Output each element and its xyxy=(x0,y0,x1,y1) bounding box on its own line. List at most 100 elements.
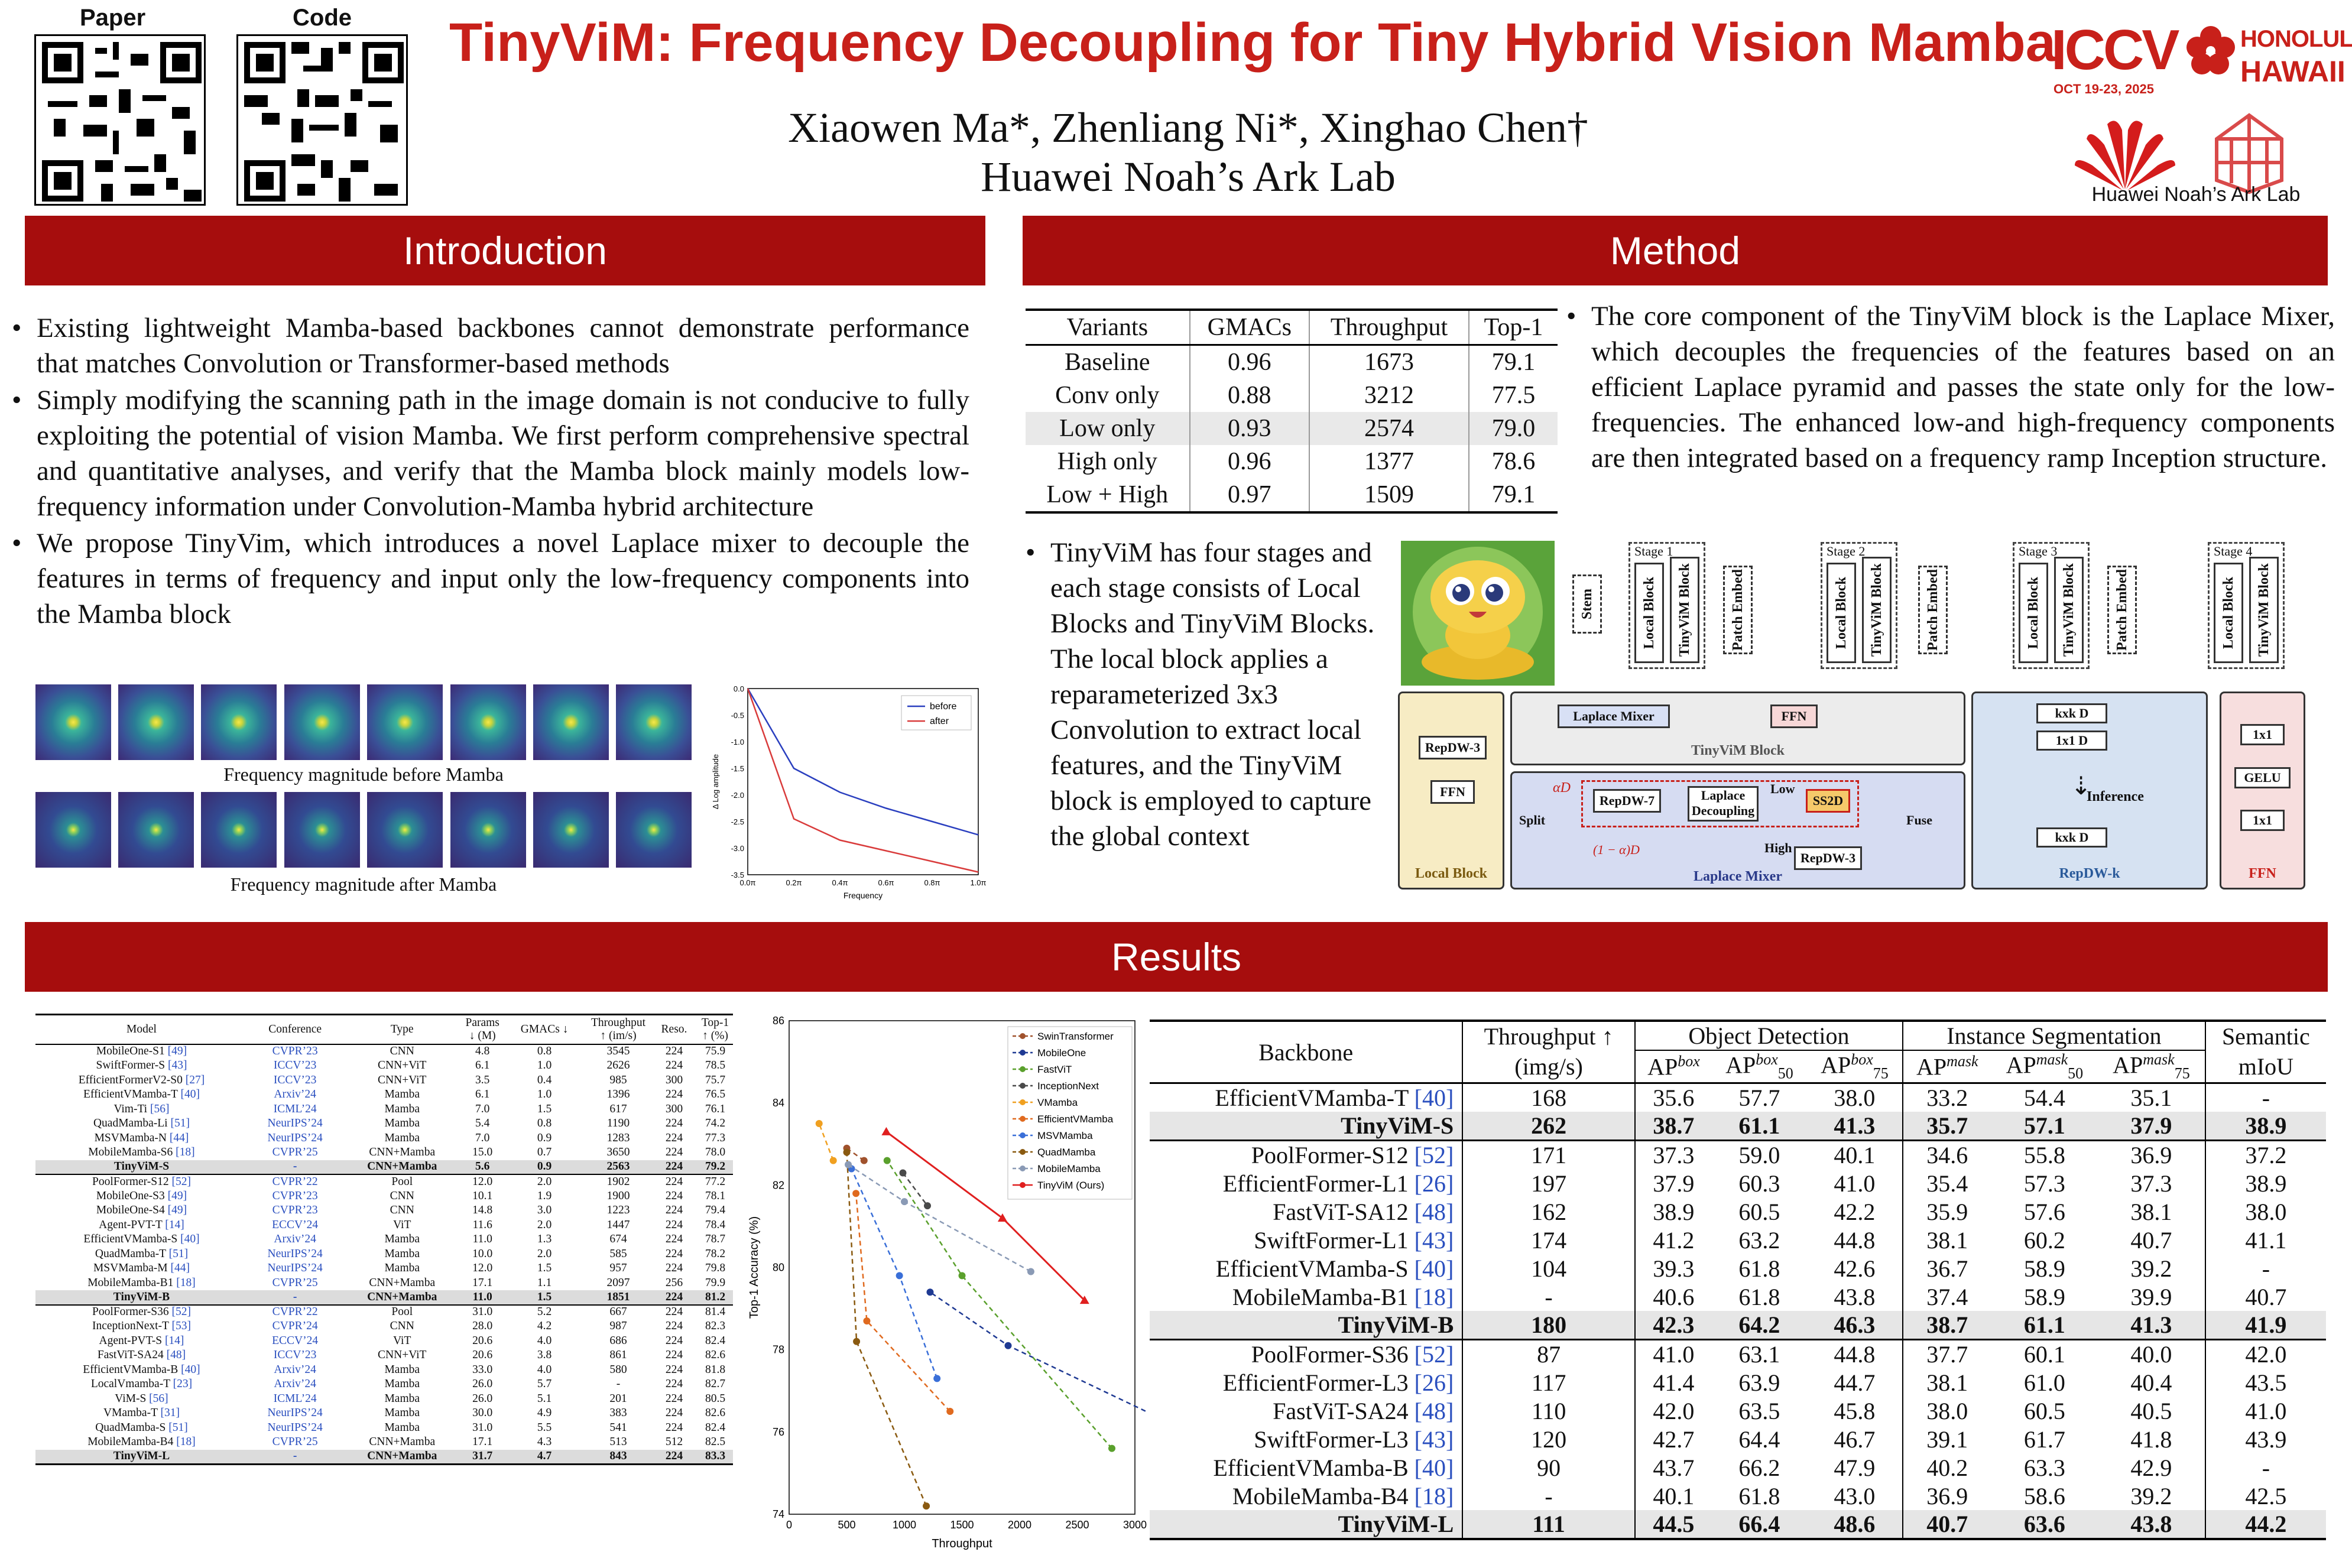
model-table-cell: CVPR’25 xyxy=(272,1436,318,1449)
repdw7-box: RepDW-7 xyxy=(1593,789,1661,813)
code-qr-code[interactable] xyxy=(236,34,408,206)
citation-ref: [40] xyxy=(181,1363,200,1376)
backbone-table-cell: 41.8 xyxy=(2098,1425,2206,1454)
acc-legend-marker xyxy=(1020,1083,1026,1089)
acc-legend-label: QuadMamba xyxy=(1037,1147,1096,1158)
model-table-cell: CVPR’24 xyxy=(272,1320,318,1333)
model-table-cell: 1223 xyxy=(606,1204,630,1217)
low-label: Low xyxy=(1770,781,1795,796)
model-table-cell: ICML’24 xyxy=(273,1392,317,1405)
model-table-cell: 11.0 xyxy=(462,1290,504,1305)
citation-ref: [18] xyxy=(176,1146,195,1159)
model-table-cell: 3650 xyxy=(606,1146,630,1159)
model-table-cell: Mamba xyxy=(384,1407,420,1420)
cell: 79.1 xyxy=(1468,345,1558,379)
ablation-header-cell: Throughput xyxy=(1309,310,1469,345)
model-table-cell: 224 xyxy=(665,1233,683,1246)
ffn-conv1-box: 1x1 xyxy=(2240,724,2285,745)
ffn-box: FFN xyxy=(1430,780,1475,804)
model-table-row: MSVMamba-N [44] NeurIPS’24 Mamba 7.0 0.9 1283… xyxy=(35,1131,733,1146)
model-table-cell: Mamba xyxy=(384,1392,420,1405)
model-table-cell: 4.2 xyxy=(537,1320,552,1333)
model-table-row: TinyViM-L - CNN+Mamba 31.7 4.7 843 224 83.3 xyxy=(35,1449,733,1464)
model-table-cell: 1.3 xyxy=(537,1233,552,1246)
backbone-table-cell: 43.7 xyxy=(1653,1454,1695,1481)
cell: 0.93 xyxy=(1189,412,1310,445)
ffn-box-2: FFN xyxy=(1770,705,1818,728)
ss2d-box: SS2D xyxy=(1806,789,1850,813)
backbone-table-cell: 38.7 xyxy=(1634,1112,1712,1141)
model-table-cell: 81.4 xyxy=(698,1304,733,1319)
model-table-cell: ICCV’23 xyxy=(273,1059,317,1072)
backbone-table-row: MobileMamba-B1 [18] -40.6 61.8 43.8 37.4 58.9… xyxy=(1150,1283,2326,1311)
model-table-cell: MobileOne-S1 [49] xyxy=(96,1045,187,1058)
citation-ref: [49] xyxy=(167,1045,187,1058)
acc-point-MSVMamba xyxy=(933,1375,941,1382)
model-table-cell: LocalVmamba-T [23] xyxy=(90,1378,193,1391)
backbone-table-cell: 39.2 xyxy=(2098,1482,2206,1511)
model-table-cell: NeurIPS’24 xyxy=(267,1407,323,1420)
backbone-table-cell: 57.3 xyxy=(2023,1170,2065,1197)
bt-header-detection: Object Detection xyxy=(1634,1021,1903,1051)
freq-map xyxy=(533,684,609,760)
model-table-cell: 26.0 xyxy=(472,1378,493,1391)
freq-map xyxy=(450,792,526,868)
backbone-table-cell: 60.2 xyxy=(2023,1226,2065,1254)
model-table-cell: 224 xyxy=(665,1218,683,1231)
model-table-row: TinyViM-B - CNN+Mamba 11.0 1.5 1851 224 81.2 xyxy=(35,1290,733,1305)
model-table-cell: 1851 xyxy=(585,1290,651,1305)
model-table-cell: MobileOne-S4 [49] xyxy=(96,1204,187,1217)
model-table-cell: 224 xyxy=(650,1304,698,1319)
backbone-table-cell: 35.6 xyxy=(1653,1085,1695,1112)
model-table-row: Agent-PVT-T [14] ECCV’24 ViT 11.6 2.0 1447 224… xyxy=(35,1218,733,1233)
model-table-cell: 82.3 xyxy=(705,1320,726,1333)
acc-legend-label: MobileMamba xyxy=(1037,1163,1101,1174)
caption-before: Frequency magnitude before Mamba xyxy=(223,764,504,785)
model-table-cell: 14.8 xyxy=(472,1204,493,1217)
freq-map xyxy=(616,684,692,760)
one-d-box: 1x1 D xyxy=(2036,731,2107,751)
acc-legend-marker xyxy=(1020,1132,1026,1138)
backbone-table-cell: 39.1 xyxy=(1926,1426,1968,1453)
cell: High only xyxy=(1057,448,1157,475)
backbone-table-row: EfficientVMamba-B [40] 90 43.7 66.2 47.9 40.2… xyxy=(1150,1453,2326,1482)
acc-point-QuadMamba xyxy=(923,1502,930,1510)
backbone-table-cell: MobileMamba-B4 [18] xyxy=(1150,1482,1464,1511)
bt-header-ap50mask: APmask50 xyxy=(2006,1051,2084,1082)
model-table-row: Vim-Ti [56] ICML’24 Mamba 7.0 1.5 617 300 76.1 xyxy=(35,1102,733,1117)
model-table-cell: 224 xyxy=(665,1204,683,1217)
cell: 0.96 xyxy=(1189,445,1310,478)
backbone-table-cell: 66.4 xyxy=(1711,1510,1807,1540)
model-table-cell: TinyViM-S xyxy=(35,1160,248,1174)
backbone-table-cell: 40.7 xyxy=(2098,1226,2206,1255)
model-table-cell: 82.7 xyxy=(705,1378,726,1391)
cell: 1377 xyxy=(1309,445,1469,478)
backbone-table-cell: 38.0 xyxy=(2245,1198,2287,1225)
freq-map xyxy=(367,792,443,868)
model-table-cell: 83.3 xyxy=(698,1449,733,1464)
model-table-cell: CNN+ViT xyxy=(378,1059,427,1072)
paper-qr-code[interactable] xyxy=(34,34,206,206)
model-table-cell: CVPR’23 xyxy=(272,1204,318,1217)
backbone-table-cell: 61.0 xyxy=(2023,1369,2065,1396)
citation-ref: [40] xyxy=(1414,1085,1454,1112)
backbone-table-cell: 61.8 xyxy=(1738,1482,1780,1509)
backbone-table-row: EfficientFormer-L1 [26] 197 37.9 60.3 41.0 35… xyxy=(1150,1169,2326,1198)
model-table-cell: 541 xyxy=(609,1421,627,1434)
bt-header-throughput: Throughput ↑ xyxy=(1462,1021,1636,1050)
downstream-backbone-table: Backbone Throughput ↑ Object Detection I… xyxy=(1150,1020,2326,1540)
citation-ref: [49] xyxy=(167,1204,187,1217)
model-table-cell: 224 xyxy=(665,1189,683,1202)
model-table-cell: 2563 xyxy=(585,1160,651,1174)
backbone-table-cell: 38.9 xyxy=(2245,1170,2287,1197)
freq-map xyxy=(284,684,360,760)
model-table-cell: 10.0 xyxy=(472,1247,493,1260)
acc-point-VMamba xyxy=(829,1157,837,1164)
model-table-row: EfficientFormerV2-S0 [27] ICCV’23 CNN+ViT 3… xyxy=(35,1073,733,1088)
acc-point-MobileMamba xyxy=(901,1198,908,1206)
backbone-table-cell: 120 xyxy=(1462,1425,1636,1454)
model-table-cell: 617 xyxy=(609,1102,627,1115)
model-table-cell: 81.2 xyxy=(698,1290,733,1305)
fuse-label: Fuse xyxy=(1906,813,1932,827)
model-table-cell: 33.0 xyxy=(472,1363,493,1376)
